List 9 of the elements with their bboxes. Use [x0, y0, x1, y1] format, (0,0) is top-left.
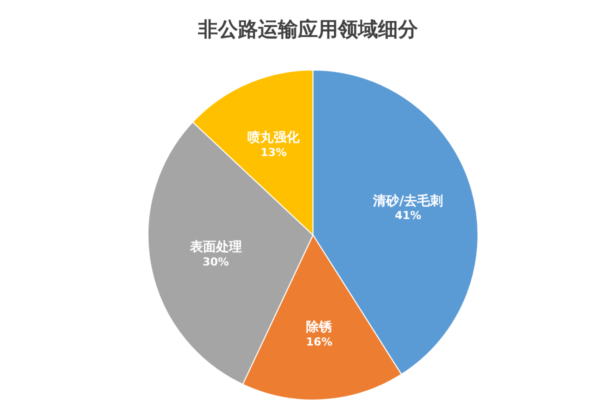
data-label: 41% [394, 209, 422, 222]
data-label: 16% [306, 336, 332, 349]
chart-title: 非公路运输应用领域细分 [197, 16, 419, 43]
data-label: 30% [202, 255, 229, 268]
slice-label: 表面处理 [188, 240, 242, 255]
slice-label: 喷丸强化 [248, 130, 301, 146]
data-label: 13% [260, 146, 287, 159]
slice-label: 清砂/去毛刺 [372, 192, 443, 209]
slice-label: 除锈 [306, 320, 334, 336]
